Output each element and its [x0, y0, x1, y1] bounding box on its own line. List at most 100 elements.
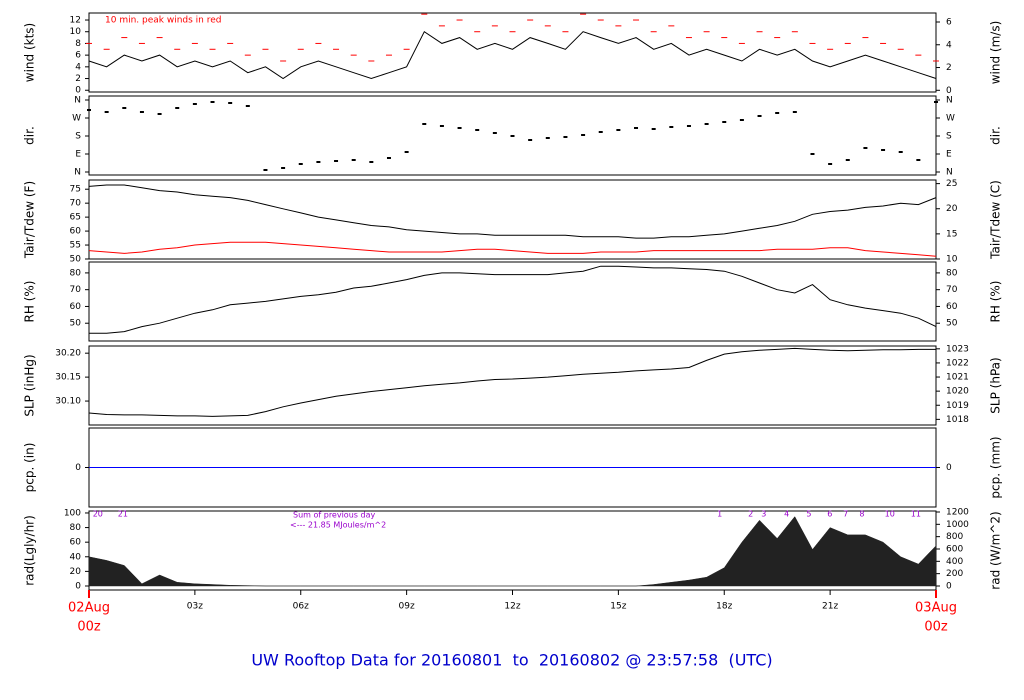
point [87, 109, 91, 111]
x-tick-label: 12z [504, 602, 520, 612]
y-axis-label: Tair/Tdew (F) [23, 181, 37, 259]
point [298, 163, 303, 165]
y-tick-label: 30.20 [55, 349, 81, 359]
point [157, 113, 162, 115]
line [89, 265, 937, 334]
point [845, 159, 850, 161]
line [88, 30, 937, 80]
point [228, 102, 233, 104]
hour-mark: 3 [761, 510, 766, 519]
x-tick-label: 06z [293, 602, 309, 612]
y-tick-label: 0 [75, 463, 81, 473]
y-tick-label: 70 [70, 199, 82, 209]
point [934, 101, 938, 103]
point [528, 139, 533, 141]
point [616, 129, 621, 131]
point [439, 125, 444, 127]
y2-tick-label: 1019 [946, 401, 969, 411]
x-tick-label: 21z [822, 602, 838, 612]
y2-tick-label: 400 [946, 557, 963, 567]
y2-tick-label: 25 [946, 179, 957, 189]
y-tick-label: N [74, 96, 81, 106]
y-tick-label: 80 [70, 268, 82, 278]
y-tick-label: 60 [70, 302, 82, 312]
y-tick-label: 65 [70, 213, 81, 223]
y2-tick-label: 1200 [946, 507, 969, 517]
panel-frame [88, 12, 937, 93]
point [404, 151, 409, 153]
y2-tick-label: N [946, 168, 953, 178]
y2-tick-label: 1021 [946, 373, 969, 383]
point [175, 107, 180, 109]
y2-tick-label: 1000 [946, 520, 969, 530]
point [704, 123, 709, 125]
y-tick-label: N [74, 168, 81, 178]
point [475, 129, 480, 131]
hour-mark: 6 [827, 510, 832, 519]
point [563, 136, 568, 138]
y-tick-label: 55 [70, 241, 81, 251]
point [810, 153, 815, 155]
y2-tick-label: 1018 [946, 415, 969, 425]
y2-tick-label: 0 [946, 463, 952, 473]
y2-tick-label: 60 [946, 302, 958, 312]
point [739, 119, 744, 121]
hour-mark: 10 [885, 510, 895, 519]
point [263, 169, 268, 171]
y-tick-label: 40 [70, 552, 82, 562]
y2-tick-label: 70 [946, 285, 958, 295]
y2-tick-label: 200 [946, 569, 963, 579]
y2-axis-label: dir. [989, 126, 1003, 145]
y-tick-label: 100 [64, 508, 81, 518]
point [457, 127, 462, 129]
y2-tick-label: 50 [946, 319, 958, 329]
y-axis-label: pcp. (in) [23, 443, 37, 493]
y2-axis-label: rad (W/m^2) [989, 511, 1003, 589]
point [545, 137, 550, 139]
point [422, 123, 427, 125]
y2-axis-label: Tair/Tdew (C) [989, 180, 1003, 260]
y2-tick-label: 1020 [946, 387, 969, 397]
point [192, 103, 197, 105]
annotation: <--- 21.85 MJoules/m^2 [290, 521, 386, 530]
point [122, 107, 127, 109]
point [651, 128, 656, 130]
y-tick-label: 50 [70, 319, 82, 329]
y-tick-label: 4 [75, 62, 81, 72]
point [881, 149, 886, 151]
x-tick-label: 18z [716, 602, 732, 612]
point [757, 115, 762, 117]
panel-frame [88, 179, 937, 260]
y-axis-label: wind (kts) [23, 23, 37, 82]
footer-title: UW Rooftop Data for 20160801 to 20160802… [251, 651, 772, 670]
y2-tick-label: E [946, 150, 952, 160]
point [863, 147, 868, 149]
point [369, 161, 374, 163]
line [88, 241, 937, 257]
annotation: 10 min. peak winds in red [105, 16, 222, 26]
annotation: Sum of previous day [293, 511, 375, 520]
y2-tick-label: 600 [946, 544, 963, 554]
y-tick-label: 6 [75, 51, 81, 61]
hour-mark: 1 [717, 510, 722, 519]
point [281, 167, 286, 169]
hour-mark: 20 [93, 510, 103, 519]
point [669, 126, 674, 128]
hour-mark: 4 [784, 510, 789, 519]
hour-mark: 5 [806, 510, 811, 519]
hour-mark: 8 [859, 510, 864, 519]
y2-tick-label: 15 [946, 229, 957, 239]
point [316, 161, 321, 163]
y2-tick-label: W [946, 114, 955, 124]
y2-tick-label: 20 [946, 204, 958, 214]
y-axis-label: rad(Lgly/hr) [23, 515, 37, 586]
point [722, 121, 727, 123]
hour-mark: 7 [843, 510, 848, 519]
y2-axis-label: SLP (hPa) [989, 357, 1003, 413]
point [245, 105, 250, 107]
y2-tick-label: 800 [946, 532, 963, 542]
point [351, 159, 356, 161]
point [598, 131, 603, 133]
